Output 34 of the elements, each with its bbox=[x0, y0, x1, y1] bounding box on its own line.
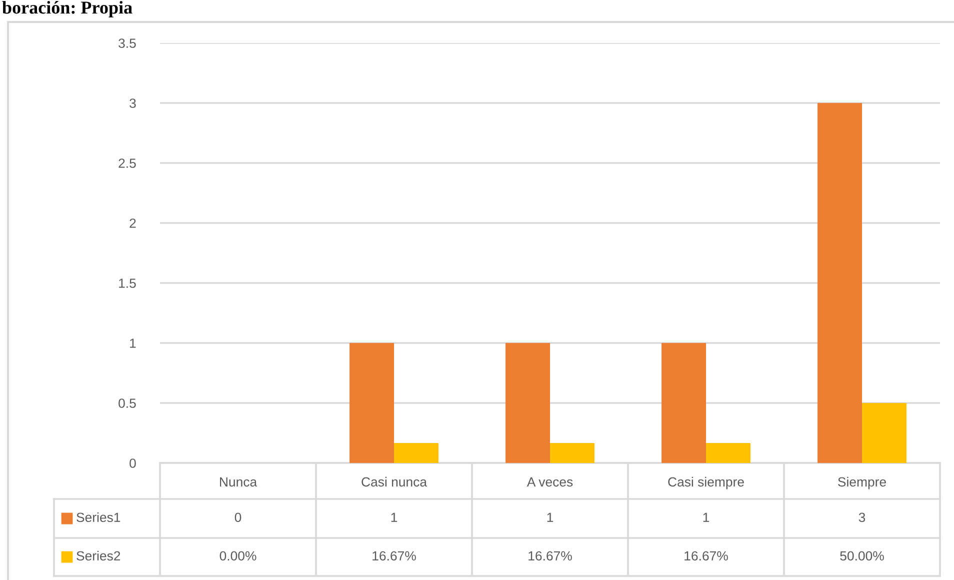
y-tick-label: 1.5 bbox=[119, 278, 136, 288]
bar bbox=[350, 343, 394, 463]
y-tick-label: 2.5 bbox=[118, 158, 136, 168]
y-tick-label: 2 bbox=[130, 218, 136, 228]
y-tick-label: 3 bbox=[130, 98, 136, 108]
y-tick-label: 0.5 bbox=[118, 398, 136, 408]
data-label: 1 bbox=[703, 512, 710, 522]
x-tick-label: Nunca bbox=[220, 477, 258, 487]
x-tick-label: Siempre bbox=[838, 476, 886, 490]
text: boración: Propia bbox=[2, 1, 132, 18]
y-tick-label: 3.5 bbox=[118, 38, 136, 48]
legend-label: Series2 bbox=[76, 550, 120, 561]
bar bbox=[662, 343, 706, 463]
data-label: 0 bbox=[234, 512, 242, 522]
y-tick-label: 1 bbox=[130, 338, 136, 348]
bar bbox=[394, 442, 438, 463]
bar bbox=[550, 442, 594, 463]
legend-label: Series1 bbox=[76, 512, 120, 522]
data-label: 16.67% bbox=[372, 551, 416, 561]
data-label: 1 bbox=[547, 512, 554, 522]
bar bbox=[862, 403, 906, 463]
data-label: 16.67% bbox=[684, 551, 728, 561]
data-label: 0.00% bbox=[220, 551, 256, 561]
x-tick-label: Casi nunca bbox=[362, 476, 428, 487]
x-tick-label: A veces bbox=[526, 477, 573, 487]
data-label: 50.00% bbox=[840, 551, 884, 561]
bar bbox=[818, 103, 862, 463]
data-label: 1 bbox=[391, 512, 398, 522]
data-label: 16.67% bbox=[528, 551, 572, 561]
y-tick-label: 0 bbox=[130, 458, 136, 468]
bar bbox=[506, 343, 550, 463]
x-tick-label: Casi siempre bbox=[668, 476, 744, 490]
data-label: 3 bbox=[858, 512, 866, 522]
bar bbox=[706, 442, 750, 463]
